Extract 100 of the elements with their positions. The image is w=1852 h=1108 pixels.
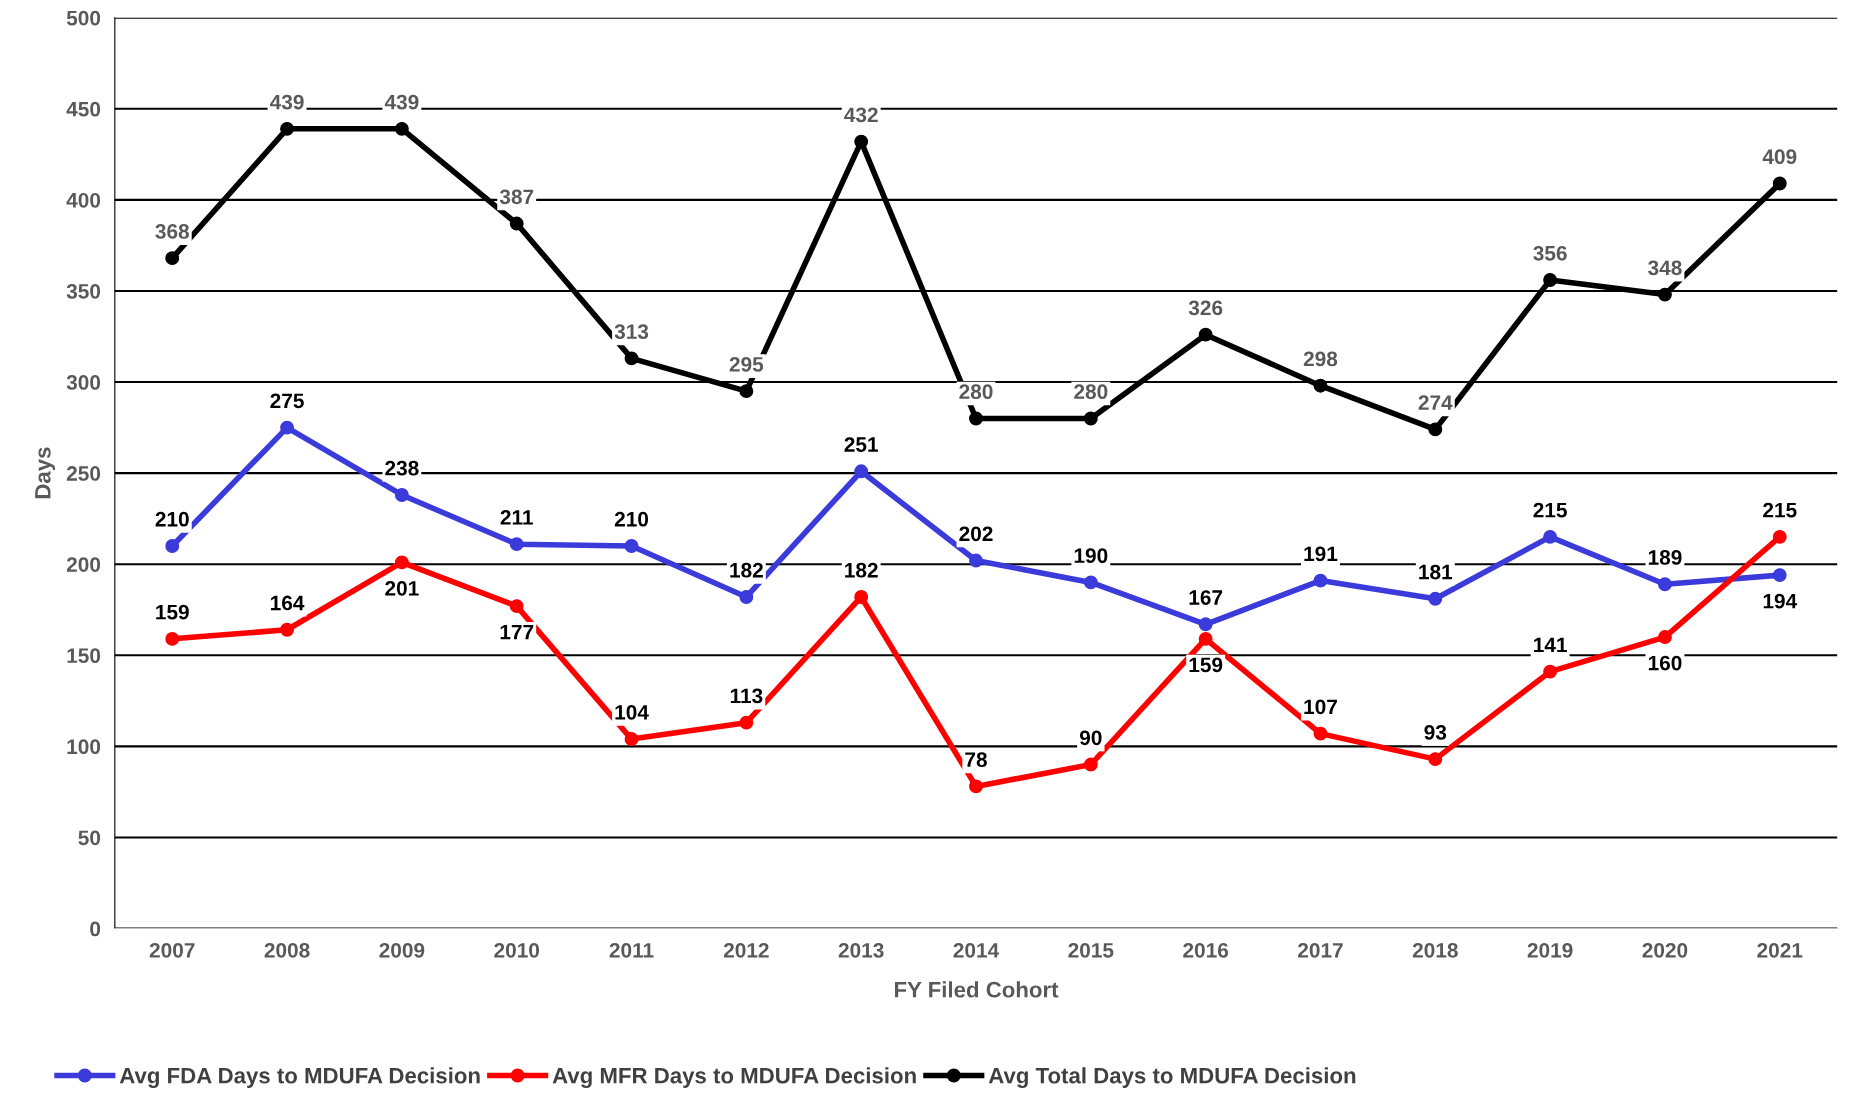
y-tick-label: 100 xyxy=(67,739,101,755)
point xyxy=(165,631,180,646)
data-label: 202 xyxy=(959,526,993,542)
data-label: 189 xyxy=(1648,550,1682,565)
data-label: 295 xyxy=(729,357,764,372)
data-label: 439 xyxy=(270,94,304,110)
data-label: 238 xyxy=(385,460,419,476)
data-label: 432 xyxy=(844,107,878,123)
point xyxy=(1428,752,1443,767)
data-label: 439 xyxy=(384,94,419,110)
data-label: 181 xyxy=(1419,564,1453,580)
data-label: 210 xyxy=(614,511,649,527)
point xyxy=(1657,287,1672,302)
data-label: 90 xyxy=(1079,730,1102,746)
data-label: 164 xyxy=(270,595,305,611)
x-tick-label: 2009 xyxy=(379,942,425,958)
data-label: 160 xyxy=(1648,655,1682,671)
data-label: 141 xyxy=(1534,637,1567,653)
point xyxy=(280,622,295,637)
point xyxy=(969,553,983,568)
data-label: 280 xyxy=(959,384,993,400)
data-label: 190 xyxy=(1074,548,1108,564)
point xyxy=(1543,529,1558,544)
point xyxy=(509,216,524,231)
point xyxy=(624,351,639,366)
point xyxy=(739,384,754,399)
data-label: 298 xyxy=(1303,351,1338,367)
point xyxy=(280,420,295,435)
data-label: 177 xyxy=(500,624,534,640)
x-tick-label: 2016 xyxy=(1183,942,1229,958)
point xyxy=(1083,757,1098,772)
x-axis-title: FY Filed Cohort xyxy=(894,981,1059,998)
point xyxy=(1083,575,1098,590)
y-tick-label: 400 xyxy=(66,192,101,208)
point xyxy=(1657,630,1672,645)
legend-label: Avg MFR Days to MDUFA Decision xyxy=(552,1067,916,1088)
data-label: 182 xyxy=(845,562,878,578)
y-tick-label: 450 xyxy=(66,101,101,117)
point xyxy=(1772,176,1787,191)
point xyxy=(165,539,180,553)
point xyxy=(1198,631,1213,646)
data-label: 104 xyxy=(615,704,649,720)
point xyxy=(624,732,639,747)
y-tick-label: 0 xyxy=(90,921,101,937)
x-tick-label: 2020 xyxy=(1642,942,1688,958)
data-label: 210 xyxy=(155,511,189,527)
point xyxy=(739,715,754,730)
y-tick-label: 50 xyxy=(78,830,101,846)
x-tick-label: 2017 xyxy=(1298,942,1343,958)
data-label: 191 xyxy=(1304,546,1338,562)
data-label: 313 xyxy=(614,324,649,339)
point xyxy=(509,537,524,552)
y-tick-label: 350 xyxy=(66,283,101,299)
y-tick-label: 150 xyxy=(67,648,101,664)
point xyxy=(1428,591,1443,606)
x-tick-label: 2019 xyxy=(1527,942,1573,958)
point xyxy=(394,488,409,502)
data-label: 368 xyxy=(155,224,189,239)
point xyxy=(280,121,295,136)
data-label: 201 xyxy=(385,580,419,596)
data-label: 280 xyxy=(1074,384,1108,400)
legend-label: Avg FDA Days to MDUFA Decision xyxy=(119,1067,480,1088)
point xyxy=(854,464,869,479)
data-label: 194 xyxy=(1763,593,1798,609)
point xyxy=(165,251,180,266)
x-tick-label: 2021 xyxy=(1757,942,1803,958)
data-label: 275 xyxy=(270,393,304,409)
data-label: 251 xyxy=(844,437,878,452)
point xyxy=(1198,327,1213,342)
data-label: 409 xyxy=(1762,149,1797,165)
data-label: 387 xyxy=(499,189,534,205)
y-axis-title: Days xyxy=(35,447,56,499)
point xyxy=(854,134,869,149)
data-label: 159 xyxy=(156,604,189,620)
x-tick-label: 2011 xyxy=(609,942,654,958)
data-label: 215 xyxy=(1533,502,1567,518)
point xyxy=(509,599,524,614)
data-label: 107 xyxy=(1304,699,1337,715)
x-tick-label: 2010 xyxy=(494,942,540,958)
x-tick-label: 2012 xyxy=(723,942,769,958)
point xyxy=(854,590,869,604)
data-label: 326 xyxy=(1188,300,1223,316)
y-tick-label: 500 xyxy=(66,10,101,26)
data-label: 93 xyxy=(1424,724,1447,740)
point xyxy=(969,411,983,426)
point xyxy=(739,590,754,604)
legend-label: Avg Total Days to MDUFA Decision xyxy=(988,1067,1356,1088)
x-tick-label: 2015 xyxy=(1068,942,1114,958)
x-tick-label: 2007 xyxy=(149,942,195,958)
point xyxy=(394,121,409,136)
data-label: 211 xyxy=(500,510,533,525)
point xyxy=(1543,664,1558,679)
y-tick-label: 300 xyxy=(66,375,101,390)
point xyxy=(394,555,409,570)
data-label: 356 xyxy=(1533,245,1567,261)
point xyxy=(1543,273,1558,287)
data-label: 182 xyxy=(730,562,763,578)
point xyxy=(1428,422,1443,437)
point xyxy=(1772,568,1787,583)
data-label: 159 xyxy=(1189,657,1223,673)
